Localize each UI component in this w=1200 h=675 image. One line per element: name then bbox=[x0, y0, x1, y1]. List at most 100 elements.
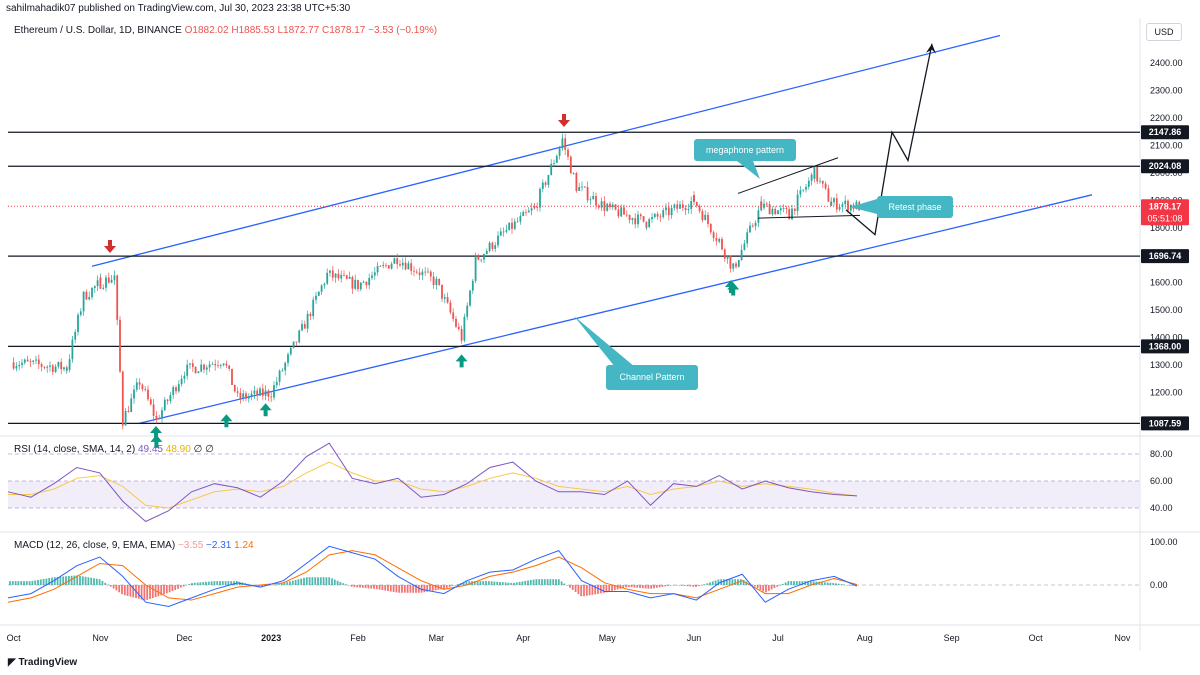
candle-body bbox=[466, 305, 469, 317]
macd-legend[interactable]: MACD (12, 26, close, 9, EMA, EMA) −3.55 … bbox=[14, 540, 254, 551]
candle-body bbox=[21, 362, 23, 366]
macd-histogram-bar bbox=[196, 582, 199, 585]
macd-histogram-bar bbox=[653, 585, 655, 589]
candle-body bbox=[547, 175, 550, 185]
horizontal-level-label: 1368.00 bbox=[1149, 341, 1182, 351]
macd-histogram-bar bbox=[644, 585, 647, 589]
macd-histogram-bar bbox=[482, 581, 485, 585]
candle-body bbox=[144, 389, 147, 391]
macd-histogram-bar bbox=[818, 581, 821, 585]
candle-body bbox=[805, 186, 807, 190]
candle-body bbox=[541, 182, 544, 189]
macd-histogram-bar bbox=[342, 583, 345, 585]
candle-body bbox=[735, 263, 737, 267]
macd-histogram-bar bbox=[725, 579, 728, 585]
rsi-value: 49.45 bbox=[137, 444, 163, 455]
macd-histogram-bar bbox=[473, 581, 476, 585]
price-axis-tick: 2100.00 bbox=[1150, 140, 1183, 150]
macd-histogram-bar bbox=[532, 579, 535, 585]
tradingview-logo[interactable]: ◤ TradingView bbox=[8, 657, 77, 668]
candle-body bbox=[427, 271, 429, 273]
candle-body bbox=[200, 364, 203, 372]
macd-histogram-bar bbox=[812, 581, 815, 585]
macd-histogram-bar bbox=[426, 585, 429, 592]
macd-histogram-bar bbox=[339, 581, 342, 585]
macd-histogram-bar bbox=[98, 579, 101, 585]
macd-histogram-bar bbox=[322, 577, 325, 585]
candle-body bbox=[561, 138, 564, 140]
candle-body bbox=[768, 204, 771, 215]
candle-body bbox=[135, 382, 138, 390]
ohlc-change: −3.53 (−0.19%) bbox=[368, 25, 438, 36]
candle-body bbox=[96, 280, 99, 287]
candle-body bbox=[113, 275, 116, 278]
candle-body bbox=[337, 273, 340, 279]
macd-histogram-bar bbox=[574, 585, 577, 593]
candle-body bbox=[485, 250, 488, 255]
candle-body bbox=[54, 366, 57, 372]
symbol-name[interactable]: Ethereum / U.S. Dollar, 1D, BINANCE bbox=[14, 25, 182, 36]
candle-body bbox=[301, 324, 303, 331]
candle-body bbox=[659, 216, 662, 218]
candle-body bbox=[407, 263, 410, 270]
candle-body bbox=[278, 370, 281, 382]
macd-histogram-bar bbox=[14, 581, 17, 585]
candle-body bbox=[60, 361, 63, 370]
candle-body bbox=[639, 214, 642, 217]
candle-body bbox=[390, 263, 393, 269]
candle-body bbox=[732, 263, 735, 267]
candle-body bbox=[749, 225, 751, 233]
macd-histogram-bar bbox=[641, 585, 644, 589]
currency-button[interactable]: USD bbox=[1146, 23, 1182, 41]
macd-histogram-bar bbox=[361, 585, 364, 588]
macd-histogram-bar bbox=[381, 585, 384, 591]
macd-name: MACD (12, 26, close, 9, EMA, EMA) bbox=[14, 540, 176, 551]
candle-body bbox=[793, 208, 796, 211]
macd-histogram-bar bbox=[328, 577, 331, 585]
candle-body bbox=[368, 277, 371, 286]
macd-histogram-bar bbox=[445, 585, 448, 588]
candle-body bbox=[628, 214, 631, 220]
macd-histogram-bar bbox=[378, 585, 381, 590]
candle-body bbox=[704, 214, 707, 221]
candle-body bbox=[385, 264, 387, 266]
candle-body bbox=[141, 384, 144, 390]
macd-histogram-bar bbox=[591, 585, 594, 595]
macd-histogram-bar bbox=[608, 585, 611, 592]
macd-histogram-bar bbox=[364, 585, 367, 589]
macd-histogram-bar bbox=[717, 579, 720, 585]
macd-histogram-bar bbox=[336, 580, 339, 585]
candle-body bbox=[147, 389, 149, 400]
candle-body bbox=[558, 148, 561, 156]
candle-body bbox=[617, 209, 620, 217]
candle-body bbox=[600, 201, 603, 208]
macd-histogram-bar bbox=[765, 585, 767, 593]
channel-upper-line bbox=[91, 34, 1001, 267]
macd-histogram-bar bbox=[389, 585, 392, 592]
macd-histogram-bar bbox=[65, 576, 67, 585]
candle-body bbox=[575, 184, 578, 192]
macd-histogram-bar bbox=[345, 584, 347, 585]
candle-body bbox=[849, 204, 852, 211]
candle-body bbox=[827, 188, 830, 202]
candle-body bbox=[121, 371, 124, 424]
candle-body bbox=[93, 286, 96, 288]
macd-histogram-bar bbox=[524, 580, 527, 585]
macd-histogram-bar bbox=[457, 584, 459, 585]
macd-histogram-bar bbox=[826, 582, 829, 585]
macd-line bbox=[7, 545, 858, 608]
candle-body bbox=[597, 205, 600, 208]
candle-body bbox=[676, 204, 679, 209]
rsi-legend[interactable]: RSI (14, close, SMA, 14, 2) 49.45 48.90 … bbox=[14, 444, 214, 455]
candle-body bbox=[690, 201, 693, 209]
macd-histogram-bar bbox=[107, 584, 109, 586]
horizontal-level-label-bg bbox=[1141, 125, 1189, 140]
time-axis-tick: Oct bbox=[1029, 633, 1044, 643]
macd-histogram-bar bbox=[300, 578, 303, 585]
candle-body bbox=[82, 291, 85, 299]
macd-histogram-bar bbox=[837, 583, 840, 585]
macd-histogram-bar bbox=[269, 585, 272, 586]
macd-histogram-bar bbox=[258, 585, 261, 587]
macd-histogram-bar bbox=[577, 585, 580, 595]
